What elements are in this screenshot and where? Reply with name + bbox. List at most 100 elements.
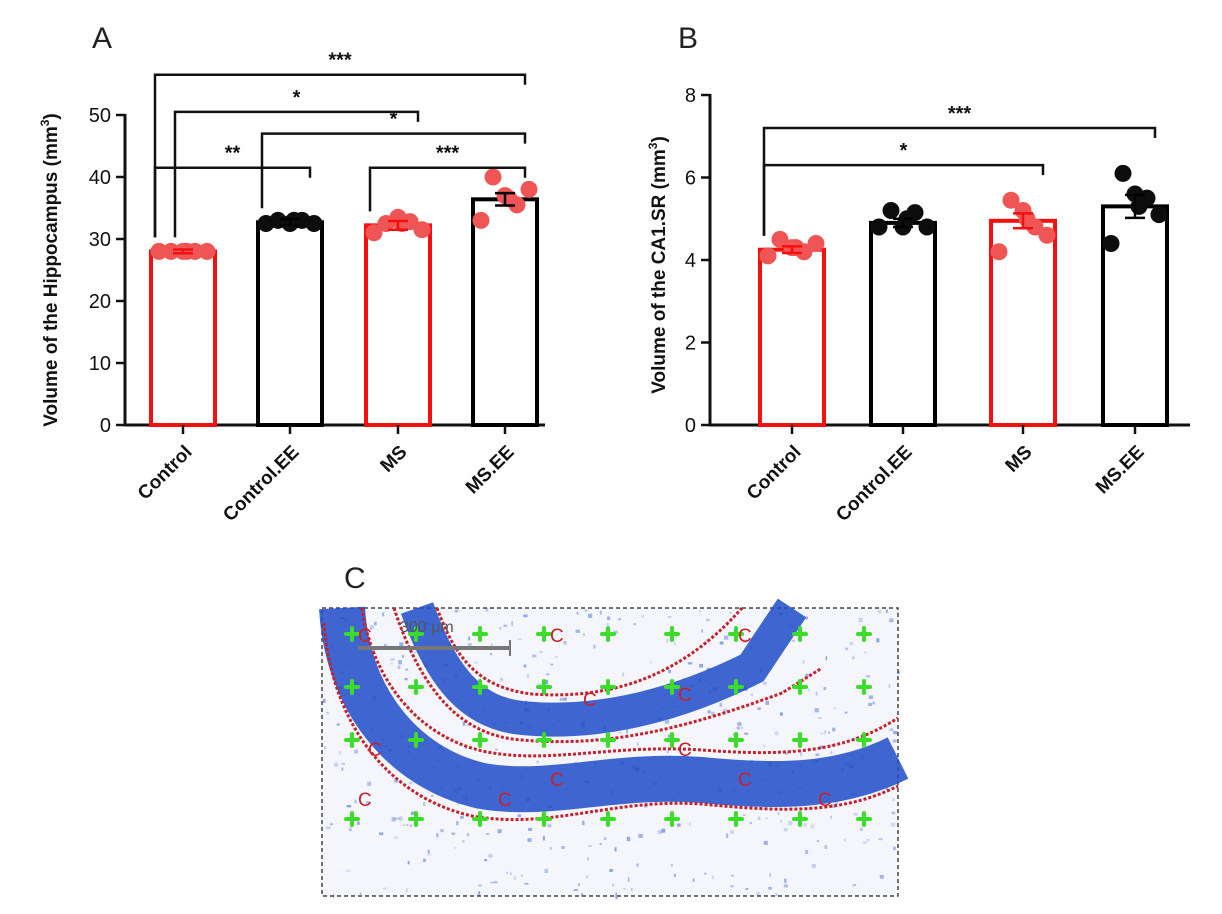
stain-speck: [391, 817, 396, 822]
stain-speck: [524, 882, 529, 885]
y-axis-title-text: Volume of the CA1.SR (mm: [649, 149, 670, 394]
stain-speck: [383, 643, 387, 648]
stain-speck: [832, 727, 836, 732]
stain-speck: [326, 826, 331, 830]
grid-point: [408, 811, 424, 827]
stain-speck: [513, 875, 517, 880]
stain-speck: [490, 881, 495, 884]
stain-speck: [484, 859, 488, 862]
stain-speck: [722, 708, 728, 713]
stain-speck: [636, 863, 639, 867]
y-tick-label: 0: [100, 415, 111, 437]
stain-speck: [783, 884, 788, 888]
stain-speck: [404, 677, 408, 681]
bar: [869, 220, 937, 427]
stain-speck: [542, 835, 545, 840]
stain-speck: [454, 610, 459, 613]
stain-speck: [706, 618, 710, 622]
stain-speck: [835, 801, 838, 806]
stain-speck: [667, 734, 671, 738]
data-point: [918, 218, 936, 236]
stain-speck: [333, 894, 335, 899]
stain-speck: [549, 847, 552, 850]
stain-speck: [517, 638, 522, 641]
stain-speck: [774, 731, 779, 736]
stain-speck: [341, 767, 344, 771]
stain-speck: [431, 794, 434, 797]
stain-speck: [612, 883, 615, 886]
y-tick-label: 2: [685, 333, 696, 355]
stain-speck: [701, 629, 704, 633]
grid-point: [664, 679, 680, 695]
svg-text:Volume of the CA1.SR (mm3): Volume of the CA1.SR (mm3): [646, 136, 670, 394]
stain-speck: [633, 623, 637, 626]
stain-speck: [849, 641, 854, 646]
data-point: [472, 211, 490, 229]
stain-speck: [805, 849, 809, 854]
upper-cell-layer: [400, 598, 807, 737]
stain-speck: [661, 828, 666, 833]
x-tick-label: Control: [134, 442, 197, 505]
stain-speck: [757, 707, 761, 710]
stain-speck: [466, 833, 470, 837]
roi-outline: [392, 607, 823, 744]
stain-speck: [526, 674, 530, 679]
significance-bracket: [762, 163, 1045, 236]
grid-point: [472, 811, 488, 827]
stain-speck: [497, 829, 502, 834]
data-point: [870, 218, 888, 236]
chart-b-ca1sr-volume: B Volume of the CA1.SR (mm3) 0 2 4 6 8 Contro…: [646, 22, 1190, 526]
stain-speck: [603, 837, 607, 841]
stain-speck: [490, 652, 493, 656]
stain-speck: [582, 820, 585, 826]
bar: [471, 197, 539, 427]
stain-speck: [581, 893, 583, 897]
stain-speck: [467, 643, 472, 647]
data-point: [807, 235, 825, 252]
stain-speck: [888, 684, 891, 689]
data-point: [1130, 197, 1148, 215]
grid-point: [472, 732, 488, 748]
bar: [364, 223, 432, 427]
stain-speck: [537, 683, 543, 686]
data-point: [882, 202, 900, 219]
stain-speck: [323, 746, 327, 750]
stain-speck: [673, 873, 676, 878]
significance-label: ***: [948, 103, 972, 125]
stain-speck: [723, 635, 729, 640]
stain-speck: [399, 816, 403, 821]
stain-speck: [599, 610, 602, 615]
significance-label: *: [900, 140, 908, 162]
stain-speck: [731, 874, 734, 877]
stain-speck: [527, 838, 532, 842]
stain-speck: [456, 821, 459, 826]
grid-point: [728, 811, 744, 827]
stain-speck: [615, 895, 618, 900]
stain-speck: [379, 832, 384, 836]
panel-c-histology-image: C C C C C C C C C C C C C 300 μm: [319, 562, 909, 900]
stain-speck: [885, 787, 888, 790]
y-tick-label: 50: [89, 105, 111, 127]
stain-speck: [586, 875, 588, 879]
data-point: [365, 224, 383, 242]
stain-speck: [745, 888, 749, 890]
stain-speck: [626, 836, 631, 842]
stain-speck: [451, 832, 456, 835]
stain-speck: [394, 836, 399, 839]
stain-speck: [523, 614, 528, 618]
data-point: [771, 230, 789, 248]
stain-speck: [615, 892, 617, 896]
stain-speck: [844, 711, 848, 714]
stain-speck: [820, 732, 824, 735]
x-tick-label: Control.EE: [832, 442, 916, 526]
stain-speck: [831, 803, 835, 809]
stain-speck: [561, 845, 565, 849]
significance-bracket: [173, 110, 420, 238]
grid-point: [472, 626, 488, 642]
stain-speck: [614, 847, 617, 852]
stain-speck: [577, 883, 580, 886]
stain-speck: [779, 712, 783, 716]
bar: [758, 247, 826, 427]
data-point: [759, 247, 777, 265]
stain-speck: [897, 612, 899, 615]
